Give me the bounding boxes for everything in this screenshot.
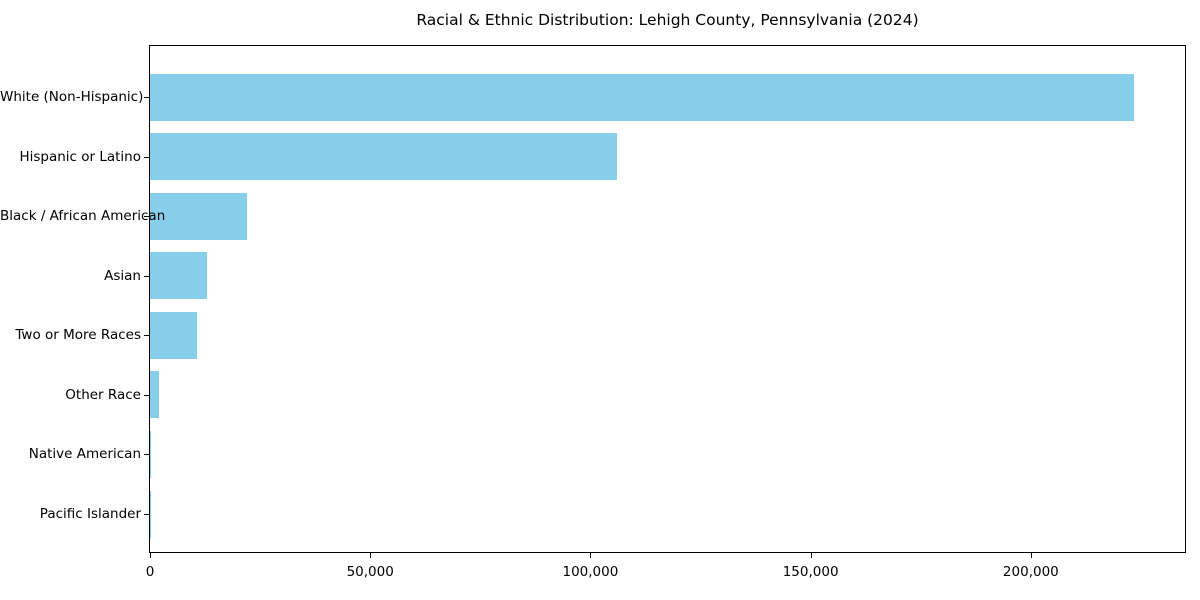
y-tick-label: Hispanic or Latino (19, 148, 141, 165)
bar-0 (150, 73, 1135, 121)
x-tick-label: 150,000 (782, 564, 839, 580)
plot-area (149, 45, 1186, 553)
bar-5 (150, 371, 159, 419)
y-tick-mark (144, 275, 149, 277)
x-tick-mark (370, 553, 372, 558)
y-tick-label: Asian (104, 267, 141, 284)
bar-4 (150, 311, 197, 359)
bar-6 (150, 430, 151, 478)
x-tick-label: 200,000 (1002, 564, 1059, 580)
y-tick-mark (144, 156, 149, 158)
x-tick-mark (810, 553, 812, 558)
bar-3 (150, 252, 208, 300)
y-tick-mark (144, 97, 149, 98)
y-tick-mark (144, 454, 149, 456)
y-tick-label: Native American (28, 446, 141, 463)
bar-1 (150, 133, 617, 181)
y-tick-mark (144, 514, 149, 515)
y-tick-label: Two or More Races (15, 327, 141, 344)
y-tick-label: White (Non-Hispanic) (0, 89, 144, 105)
y-tick-mark (144, 394, 149, 396)
chart-title: Racial & Ethnic Distribution: Lehigh Cou… (416, 11, 919, 29)
y-tick-label: Black / African American (0, 208, 166, 225)
bar-2 (150, 192, 247, 240)
y-tick-label: Pacific Islander (39, 506, 141, 522)
x-tick-label: 0 (145, 564, 155, 580)
x-tick-mark (150, 553, 151, 558)
x-tick-mark (590, 553, 592, 558)
x-tick-label: 50,000 (346, 564, 394, 580)
x-tick-mark (1030, 553, 1032, 558)
x-tick-label: 100,000 (562, 564, 619, 580)
y-tick-label: Other Race (65, 386, 141, 403)
y-tick-mark (144, 216, 149, 218)
y-tick-mark (144, 335, 149, 337)
